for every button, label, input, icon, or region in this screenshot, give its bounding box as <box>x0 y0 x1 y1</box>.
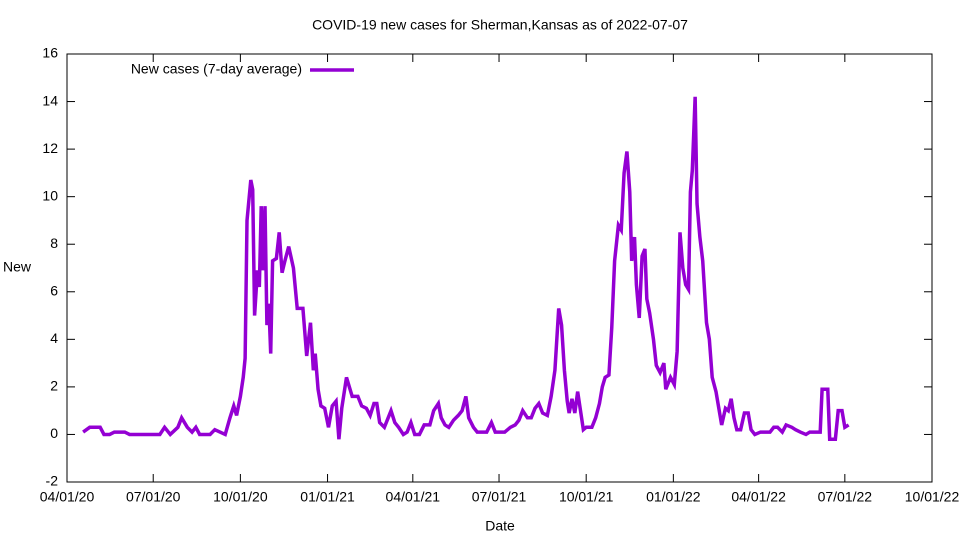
y-tick-label: 16 <box>42 45 58 61</box>
y-tick-label: 14 <box>42 92 58 108</box>
x-tick-label: 01/01/22 <box>646 489 701 505</box>
x-tick-label: 10/01/22 <box>905 489 960 505</box>
x-tick-label: 07/01/21 <box>472 489 527 505</box>
x-tick-label: 04/01/22 <box>731 489 786 505</box>
chart-title: COVID-19 new cases for Sherman,Kansas as… <box>312 17 688 33</box>
x-tick-label: 04/01/21 <box>386 489 441 505</box>
y-tick-label: 6 <box>50 282 58 298</box>
y-tick-label: 10 <box>42 187 58 203</box>
x-tick-label: 04/01/20 <box>40 489 95 505</box>
y-tick-label: 8 <box>50 235 58 251</box>
data-line <box>82 96 850 441</box>
plot-frame <box>66 53 933 483</box>
y-tick-label: 0 <box>50 425 58 441</box>
x-tick-label: 07/01/22 <box>818 489 873 505</box>
legend-label: New cases (7-day average) <box>131 61 302 77</box>
y-tick-label: 4 <box>50 330 58 346</box>
y-tick-label: 12 <box>42 140 58 156</box>
y-tick-label: 2 <box>50 378 58 394</box>
x-tick-label: 01/01/21 <box>300 489 355 505</box>
x-tick-label: 10/01/21 <box>559 489 614 505</box>
x-axis-label: Date <box>485 518 515 534</box>
y-tick-label: -2 <box>46 473 59 489</box>
x-tick-label: 07/01/20 <box>126 489 181 505</box>
x-tick-label: 10/01/20 <box>213 489 268 505</box>
y-axis-label: New <box>3 259 32 275</box>
